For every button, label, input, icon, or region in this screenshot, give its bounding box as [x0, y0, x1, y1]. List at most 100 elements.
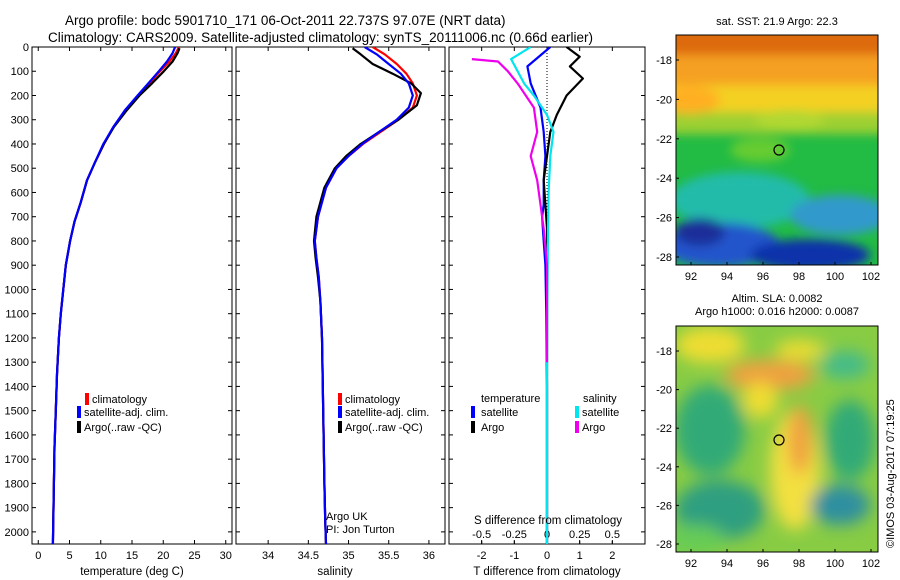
legend-swatch-climatology: [85, 393, 89, 405]
annotation-pi: PI: Jon Turton: [326, 524, 394, 536]
temperature-panel: 0 5 10 15 20 25 30 0 100 200 300 400 500 600 700 800 90…: [5, 42, 233, 578]
top-tick-label: -0.5: [472, 529, 491, 541]
x-tick-label: 2: [609, 550, 615, 562]
top-tick-label: -0.25: [502, 529, 527, 541]
map-x-label: 92: [685, 271, 697, 283]
y-tick-label: 1800: [5, 478, 29, 490]
y-tick-label: 1300: [5, 357, 29, 369]
temperature-lines: [51, 47, 181, 544]
y-tick-label: 1000: [5, 284, 29, 296]
map-y-label: -18: [656, 346, 672, 358]
legend-climatology: climatology: [92, 394, 148, 406]
map-x-label: 98: [793, 271, 805, 283]
series-line-argo-raw-qc-: [312, 47, 422, 544]
sst-field: [676, 35, 878, 265]
y-tick-label: 500: [11, 163, 29, 175]
x-tick-label: 0: [35, 550, 41, 562]
top-tick-label: 0.5: [605, 529, 620, 541]
map-y-label: -26: [656, 500, 672, 512]
map-y-label: -22: [656, 134, 672, 146]
map-y-label: -18: [656, 55, 672, 67]
salinity-panel: 34 34.5 35 35.5 36 salinity climatology sate…: [235, 46, 446, 578]
legend-swatch-argo: [77, 421, 81, 433]
legend-s-satellite: satellite: [582, 407, 619, 419]
x-tick-label: 1: [577, 550, 583, 562]
t-diff-label: T difference from climatology: [473, 566, 620, 578]
salinity-y-ticks: [236, 46, 445, 533]
salinity-legend: climatology satellite-adj. clim. Argo(..…: [338, 393, 429, 434]
y-tick-label: 1400: [5, 381, 29, 393]
x-tick-label: 0: [544, 550, 550, 562]
x-tick-label: 10: [95, 550, 107, 562]
x-tick-label: 35.5: [378, 550, 399, 562]
y-tick-label: 1100: [5, 309, 29, 321]
annotation-argo-uk: Argo UK: [326, 511, 368, 523]
y-tick-label: 700: [11, 212, 29, 224]
y-tick-label: 1900: [5, 503, 29, 515]
s-diff-label: S difference from climatology: [474, 515, 622, 527]
salinity-x-label: salinity: [317, 566, 352, 578]
x-tick-label: -2: [477, 550, 487, 562]
y-tick-label: 1200: [5, 333, 29, 345]
legend-swatch-t-satellite: [471, 406, 475, 418]
legend-title-temperature: temperature: [481, 393, 540, 405]
x-tick-label: 30: [220, 550, 232, 562]
map-x-label: 96: [757, 558, 769, 570]
sla-field: [676, 326, 878, 552]
map-y-label: -20: [656, 94, 672, 106]
y-tick-label: 300: [11, 115, 29, 127]
x-tick-label: 35: [342, 550, 354, 562]
legend-climatology: climatology: [345, 394, 401, 406]
salinity-x-ticks: 34 34.5 35 35.5 36: [262, 47, 435, 562]
x-tick-label: 25: [188, 550, 200, 562]
legend-swatch-t-argo: [471, 421, 475, 433]
map-x-label: 94: [721, 271, 733, 283]
legend-title-salinity: salinity: [583, 393, 617, 405]
sla-map: Altim. SLA: 0.0082 Argo h1000: 0.016 h20…: [656, 293, 897, 570]
argo-location-marker: [773, 144, 785, 156]
map-x-label: 92: [685, 558, 697, 570]
map-x-label: 98: [793, 558, 805, 570]
sst-title: sat. SST: 21.9 Argo: 22.3: [716, 16, 838, 28]
top-tick-label: 0.25: [569, 529, 590, 541]
map-y-label: -26: [656, 213, 672, 225]
map-y-label: -24: [656, 173, 672, 185]
series-line-climatology: [313, 47, 418, 544]
difference-y-ticks: [449, 46, 645, 533]
map-y-label: -28: [656, 539, 672, 551]
legend-s-argo: Argo: [582, 422, 605, 434]
map-y-label: -24: [656, 462, 672, 474]
map-x-label: 94: [721, 558, 733, 570]
x-tick-label: 15: [126, 550, 138, 562]
y-tick-label: 600: [11, 187, 29, 199]
sla-frame: [675, 325, 879, 553]
difference-lines: [471, 47, 585, 544]
map-x-label: 102: [862, 271, 880, 283]
difference-panel: -2 -1 0 1 2 -0.5 -0.25 0 0.25 0.5 T difference f…: [448, 46, 646, 578]
argo-location-marker: [773, 434, 785, 446]
map-y-label: -28: [656, 252, 672, 264]
map-y-label: -20: [656, 385, 672, 397]
temperature-x-label: temperature (deg C): [80, 566, 184, 578]
x-tick-label: 5: [66, 550, 72, 562]
sla-title-1: Altim. SLA: 0.0082: [731, 293, 822, 305]
salinity-axes-box: [235, 46, 446, 545]
map-x-label: 100: [826, 271, 844, 283]
legend-swatch-climatology: [338, 393, 342, 405]
legend-swatch-satellite: [77, 406, 81, 418]
legend-swatch-argo: [338, 421, 342, 433]
x-tick-label: -1: [509, 550, 519, 562]
y-tick-label: 1700: [5, 454, 29, 466]
y-tick-label: 2000: [5, 527, 29, 539]
temperature-x-ticks: 0 5 10 15 20 25 30: [35, 47, 232, 562]
sla-ticks: 92 94 96 98 100 102 -18 -20 -22 -24 -26 -28: [656, 346, 880, 570]
sla-title-2: Argo h1000: 0.016 h2000: 0.0087: [695, 306, 859, 318]
temperature-legend: climatology satellite-adj. clim. Argo(..…: [77, 393, 168, 434]
header-line1: Argo profile: bodc 5901710_171 06-Oct-20…: [65, 13, 506, 28]
legend-swatch-s-argo: [575, 421, 579, 433]
difference-legend: temperature salinity satellite Argo sate…: [471, 393, 619, 434]
sst-map: sat. SST: 21.9 Argo: 22.3 92 94 96 98 100 102…: [656, 16, 880, 283]
legend-t-satellite: satellite: [481, 407, 518, 419]
salinity-lines: [312, 47, 422, 544]
y-tick-label: 100: [11, 66, 29, 78]
